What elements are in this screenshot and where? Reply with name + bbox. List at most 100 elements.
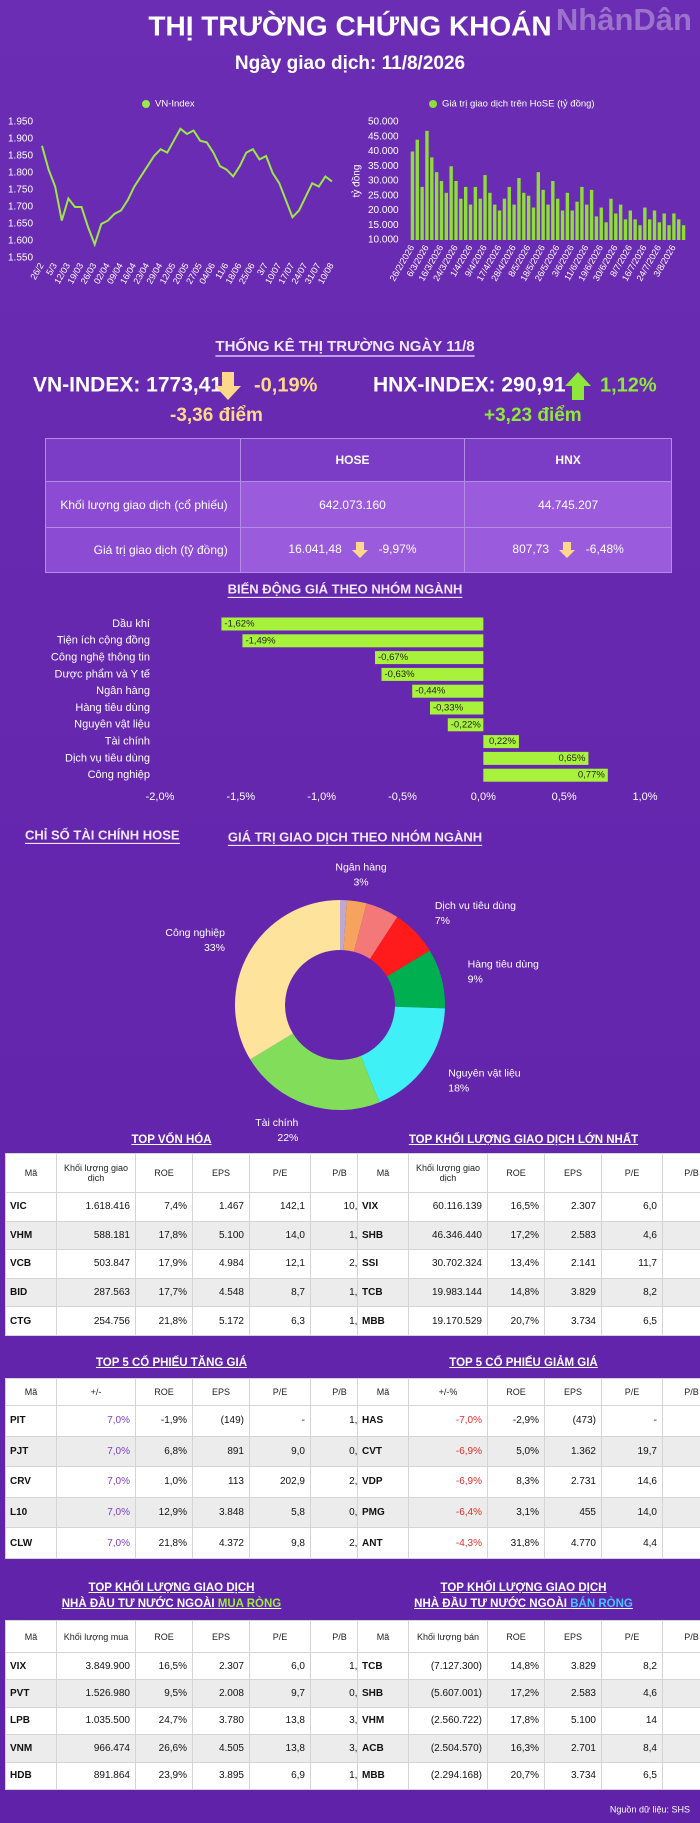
x-tick-label: 26/2 (28, 261, 45, 281)
table-cell: VHM (357, 1706, 409, 1736)
table-cell: 0,9 (662, 1679, 700, 1708)
column-header: EPS (192, 1378, 250, 1406)
pie-slice (353, 903, 398, 959)
table-highlight: MUA RÒNG (217, 1598, 282, 1610)
column-header: P/E (601, 1153, 663, 1193)
table-cell: 2.583 (544, 1220, 602, 1251)
pie-value-label: 18% (448, 1082, 469, 1094)
table-cell: CTG (5, 1306, 57, 1336)
table-cell: 1,0 (662, 1192, 700, 1222)
table-cell: 3.829 (544, 1277, 602, 1308)
table-cell: 8,2 (601, 1651, 663, 1681)
bar (242, 634, 484, 648)
y-tick-label: Dịch vụ tiêu dùng (65, 752, 150, 764)
bar (439, 181, 444, 240)
table-cell: (473) (544, 1405, 602, 1437)
bar (447, 718, 484, 732)
page-title: THỊ TRƯỜNG CHỨNG KHOÁN (148, 10, 551, 41)
table-block: TOP VỐN HÓA Mã Khối lượng giao dịch ROE EPS P… (5, 1132, 369, 1336)
table-cell: 202,9 (249, 1466, 311, 1498)
y-tick-label: 45.000 (368, 131, 399, 142)
table-cell: (2.294.168) (408, 1761, 488, 1790)
pie-value-label: 33% (204, 942, 225, 954)
bar (493, 204, 497, 240)
table-cell: PJT (5, 1435, 57, 1468)
table-cell: 24,7% (135, 1706, 193, 1736)
table-cell: PMG (357, 1496, 409, 1529)
table-cell: 4,4 (601, 1527, 663, 1559)
table-cell: 12,9% (135, 1496, 193, 1529)
cell: 642.073.160 (239, 481, 466, 528)
column-header: Khối lượng giao dịch (56, 1153, 136, 1193)
value-label: -0,22% (451, 719, 482, 730)
bar (459, 198, 463, 240)
column-header: P/B (662, 1378, 700, 1406)
table-cell: 17,2% (487, 1220, 545, 1251)
table-cell: 19.983.144 (408, 1277, 488, 1308)
table-cell: 3.780 (192, 1706, 250, 1736)
column-header: P/E (249, 1620, 311, 1653)
table-cell: VIC (5, 1192, 57, 1222)
y-tick-label: 40.000 (368, 146, 399, 157)
table-cell: (2.560.722) (408, 1706, 488, 1736)
x-tick-label: 0,5% (552, 791, 577, 803)
bar (614, 213, 618, 240)
table-cell: 14,0 (249, 1220, 311, 1251)
table-cell: 4.984 (192, 1249, 250, 1279)
cell: 16.041,48 -9,97% (239, 527, 466, 573)
table-cell: 1,2 (662, 1706, 700, 1736)
bar (468, 204, 473, 240)
header-cell (45, 438, 241, 482)
table-cell: 6,0 (601, 1192, 663, 1222)
row-label: Khối lượng giao dịch (cổ phiếu) (45, 481, 241, 528)
hnx-change: 1,12% (600, 374, 657, 396)
table-cell: SHB (357, 1679, 409, 1708)
table-cell: 5,8 (249, 1496, 311, 1529)
bar (221, 617, 484, 631)
table-cell: 455 (544, 1496, 602, 1529)
table-cell: 3.849.900 (56, 1651, 136, 1681)
table-cell: 11,7 (601, 1249, 663, 1279)
column-header: Mã (357, 1378, 409, 1406)
table-cell: -6,9% (408, 1466, 488, 1498)
line (41, 127, 333, 248)
column-header: Mã (5, 1378, 57, 1406)
data-table: Mã+/-%ROEEPSP/EP/BHAS-7,0%-2,9%(473)-0,6… (357, 1378, 700, 1559)
row-label: Giá trị giao dịch (tỷ đồng) (45, 527, 241, 573)
table-cell: 1.035.500 (56, 1706, 136, 1736)
table-cell: TCB (357, 1277, 409, 1308)
column-header: Khối lượng bán (408, 1620, 488, 1653)
table-cell: 7,0% (56, 1405, 136, 1437)
bar (497, 210, 502, 240)
table-cell: 13,8 (249, 1734, 311, 1763)
bar (522, 192, 526, 240)
bar (502, 198, 507, 240)
table-title: TOP VỐN HÓA (131, 1134, 212, 1146)
table-cell: 1.467 (192, 1192, 250, 1222)
table-cell: 503.847 (56, 1249, 136, 1279)
table-block: TOP 5 CỔ PHIẾU TĂNG GIÁ Mã +/- ROE EPS P/E P/B… (5, 1355, 369, 1559)
table-cell: (2.504.570) (408, 1734, 488, 1763)
bar (580, 186, 584, 240)
table-cell: 17,9% (135, 1249, 193, 1279)
vn-change: -0,19% (254, 374, 318, 396)
table-cell: 8,2 (601, 1277, 663, 1308)
y-tick-label: Dầu khí (112, 618, 150, 630)
pie-slice (340, 900, 347, 951)
table-cell: 8,4 (601, 1734, 663, 1763)
bar (375, 651, 484, 665)
table-cell: 2.008 (192, 1679, 250, 1708)
bar (662, 213, 666, 240)
table-cell: 2.583 (544, 1679, 602, 1708)
column-header: ROE (487, 1620, 545, 1653)
table-cell: 7,0% (56, 1496, 136, 1529)
